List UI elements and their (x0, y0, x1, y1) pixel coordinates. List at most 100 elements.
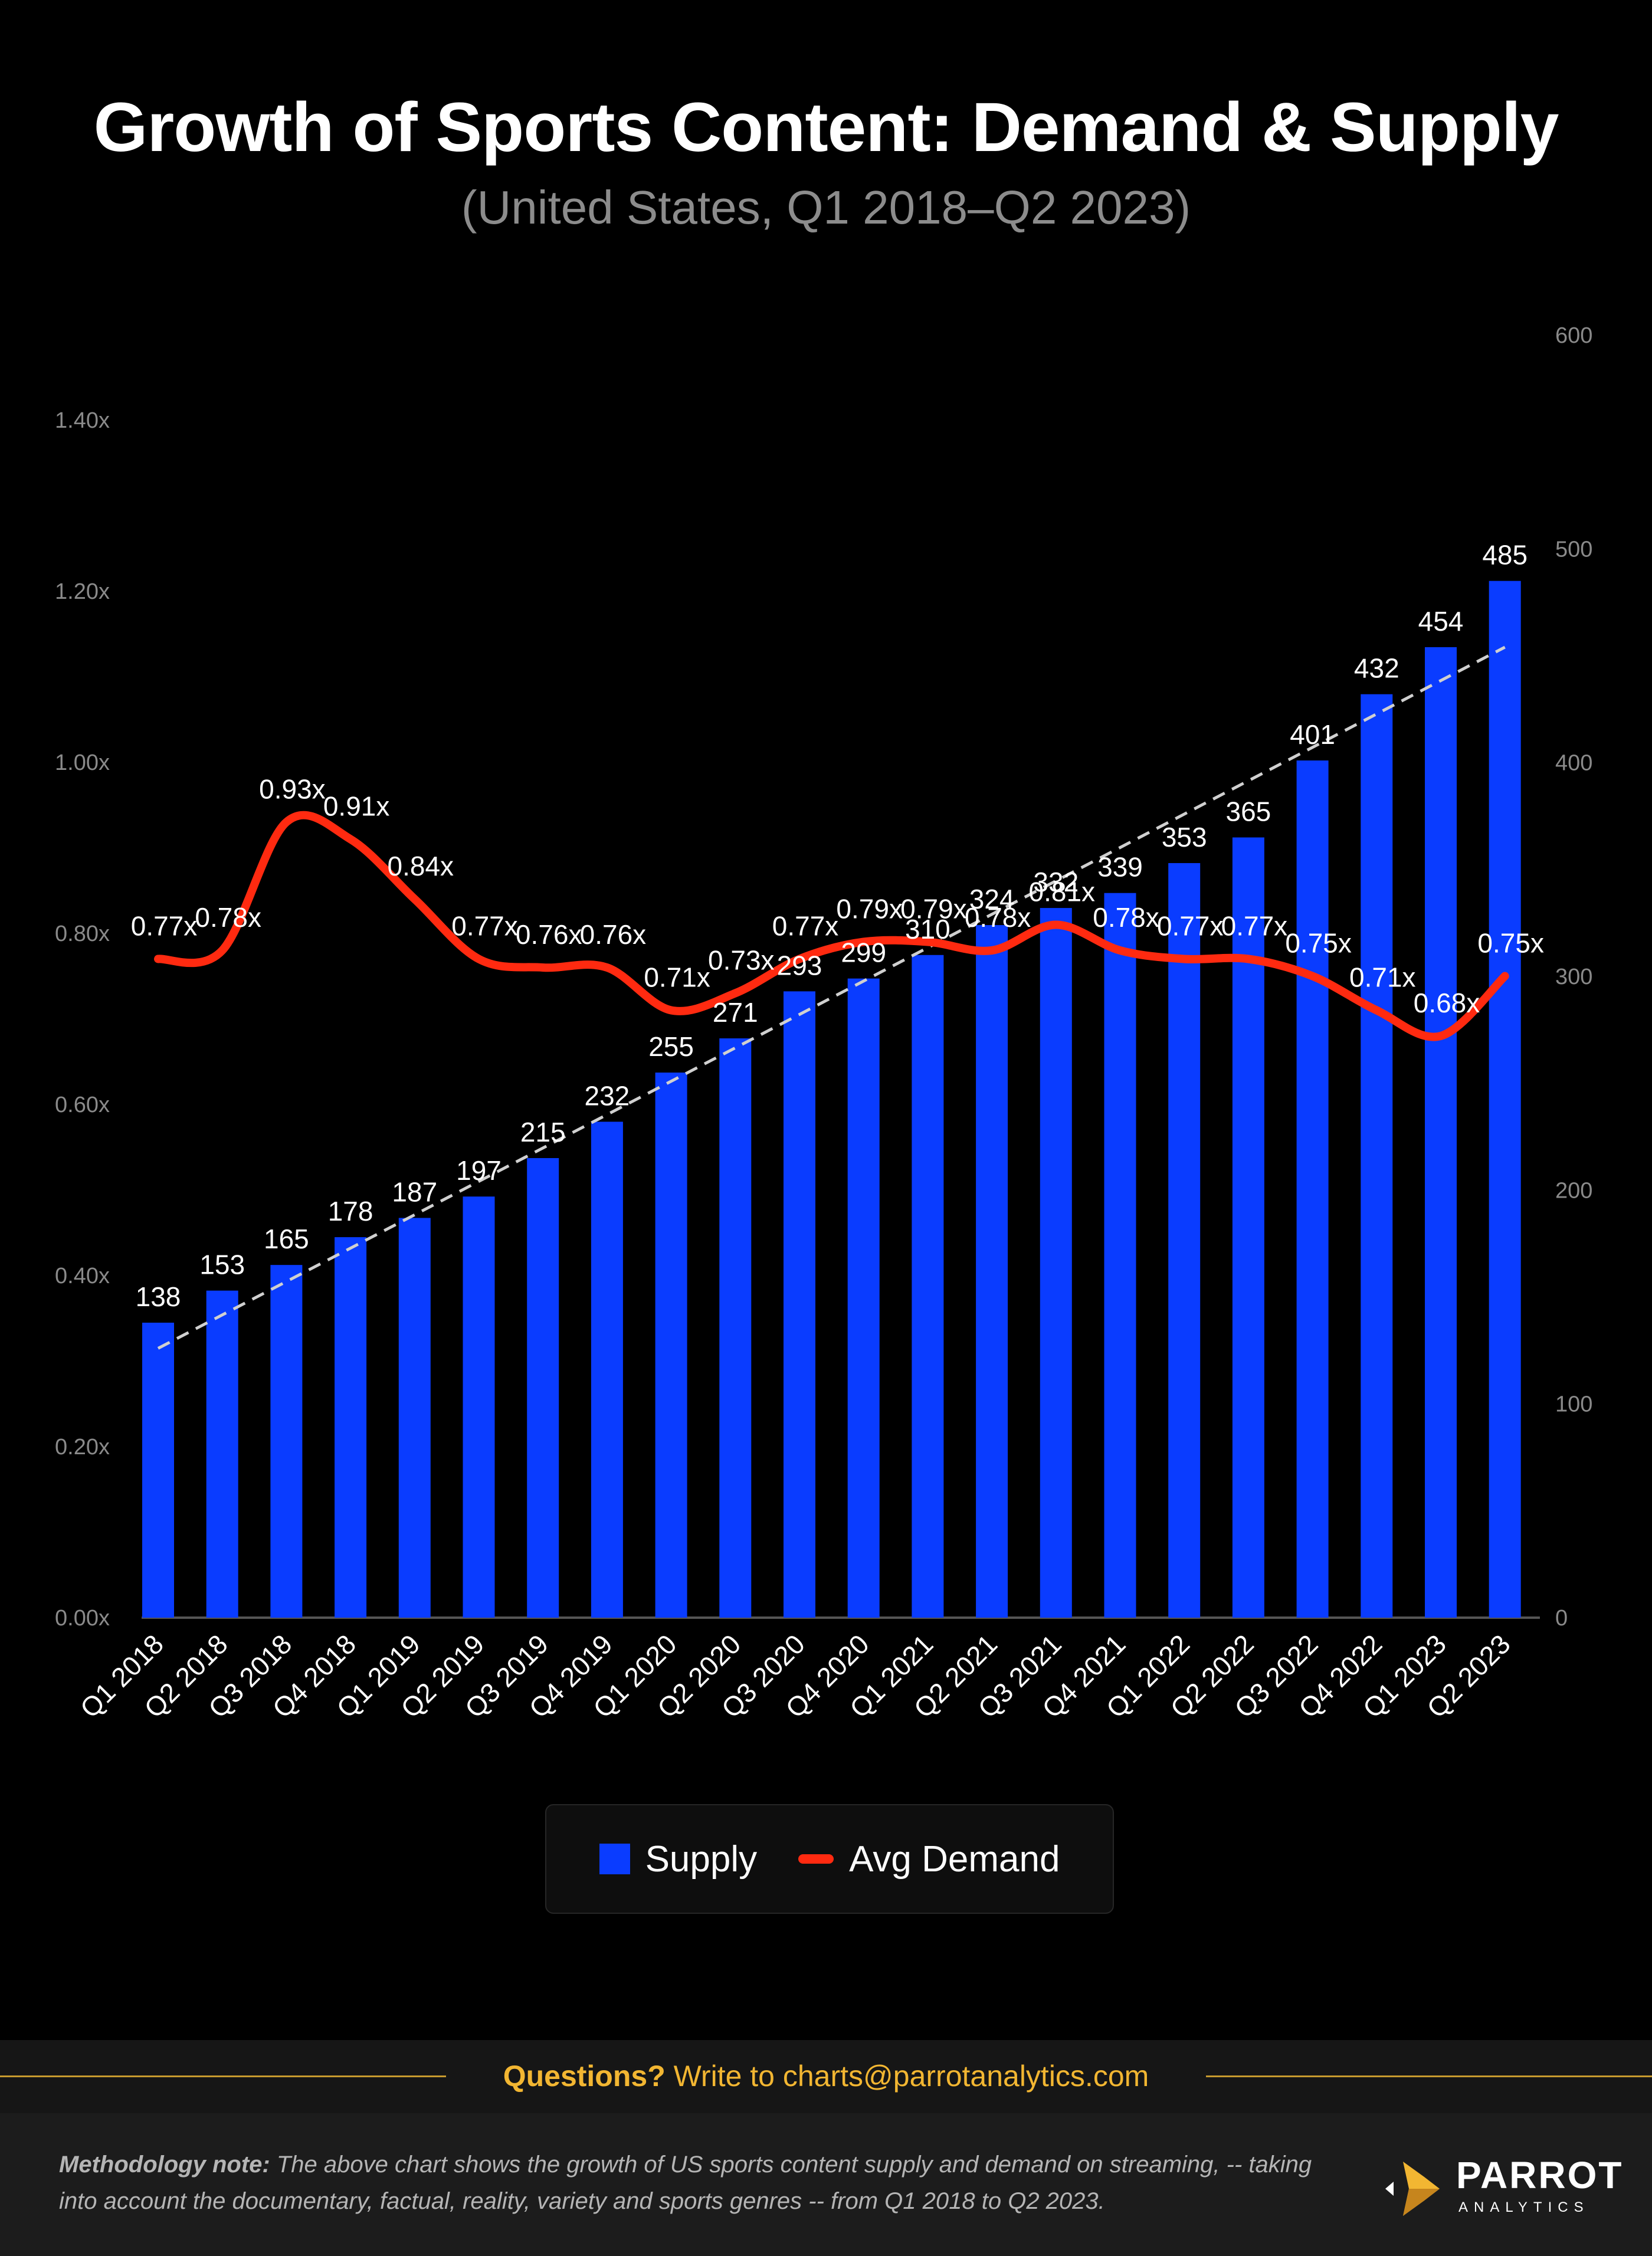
supply-bar (463, 1196, 495, 1618)
supply-bar (1361, 694, 1393, 1618)
supply-bar (270, 1265, 303, 1618)
questions-email-text[interactable]: Write to charts@parrotanalytics.com (665, 2060, 1149, 2093)
supply-value-label: 153 (199, 1250, 245, 1280)
demand-value-label: 0.76x (516, 919, 582, 950)
supply-bar (398, 1218, 431, 1618)
methodology-note: Methodology note: The above chart shows … (59, 2146, 1328, 2219)
demand-value-label: 0.93x (259, 774, 326, 805)
supply-bar (1040, 908, 1072, 1618)
supply-bar (591, 1122, 623, 1618)
supply-value-label: 271 (713, 997, 758, 1028)
supply-bar (976, 925, 1008, 1618)
supply-bar (719, 1038, 752, 1618)
logo-name: PARROT (1456, 2154, 1624, 2196)
legend-swatch-supply (599, 1844, 630, 1874)
supply-bar (655, 1073, 687, 1618)
demand-value-label: 0.75x (1285, 928, 1352, 959)
supply-value-label: 353 (1162, 822, 1207, 852)
supply-bar (912, 955, 944, 1618)
supply-value-label: 232 (585, 1080, 630, 1111)
avg-demand-line (154, 811, 1509, 1041)
supply-value-label: 310 (905, 914, 950, 945)
supply-value-label: 365 (1226, 796, 1271, 827)
legend-label-avg-demand: Avg Demand (849, 1838, 1060, 1880)
demand-value-label: 0.68x (1414, 988, 1480, 1018)
demand-value-label: 0.77x (1221, 911, 1288, 942)
methodology-text: The above chart shows the growth of US s… (59, 2152, 1312, 2214)
y-axis-left: 0.00x 0.20x 0.40x 0.60x 0.80x 1.00x 1.20x 1.40x (55, 408, 110, 1631)
y-right-tick-label: 0 (1555, 1606, 1568, 1631)
parrot-logo-icon (1385, 2162, 1440, 2216)
y-right-tick-label: 400 (1555, 751, 1592, 776)
demand-value-label: 0.81x (1029, 877, 1096, 907)
supply-value-label: 485 (1482, 540, 1528, 570)
demand-value-label: 0.77x (1157, 911, 1224, 942)
demand-value-label: 0.71x (644, 962, 710, 993)
y-right-tick-label: 100 (1555, 1392, 1592, 1417)
methodology-band: Methodology note: The above chart shows … (0, 2113, 1652, 2256)
demand-value-label: 0.77x (451, 911, 518, 942)
demand-value-label: 0.91x (323, 791, 390, 822)
supply-value-label: 332 (1033, 867, 1079, 897)
supply-bar (527, 1157, 559, 1618)
y-left-tick-label: 0.00x (55, 1606, 110, 1631)
supply-bars (142, 581, 1521, 1618)
legend-label-supply: Supply (645, 1838, 758, 1880)
supply-value-label: 432 (1354, 653, 1399, 684)
demand-value-label: 0.71x (1349, 962, 1416, 993)
supply-value-label: 197 (456, 1155, 502, 1186)
supply-bar (335, 1237, 367, 1618)
supply-value-label: 187 (392, 1176, 437, 1207)
supply-value-label: 255 (648, 1031, 694, 1062)
supply-bar (206, 1290, 238, 1618)
supply-value-label: 339 (1097, 852, 1143, 883)
demand-value-labels: 0.77x0.78x0.93x0.91x0.84x0.77x0.76x0.76x… (131, 774, 1544, 1019)
supply-bar (784, 991, 815, 1618)
demand-value-label: 0.78x (965, 902, 1031, 933)
supply-bar (1296, 760, 1329, 1618)
chart-svg: 0.00x 0.20x 0.40x 0.60x 0.80x 1.00x 1.20x 1.40x… (55, 323, 1592, 1724)
supply-bar (847, 978, 880, 1618)
demand-value-label: 0.84x (388, 851, 454, 881)
supply-value-label: 299 (841, 937, 886, 968)
demand-value-label: 0.77x (772, 911, 839, 942)
demand-value-label: 0.79x (836, 894, 903, 924)
legend: Supply Avg Demand (545, 1804, 1114, 1914)
supply-value-label: 178 (328, 1196, 373, 1227)
y-left-tick-label: 0.60x (55, 1093, 110, 1117)
demand-value-label: 0.75x (1477, 928, 1544, 959)
demand-value-label: 0.77x (131, 911, 198, 942)
demand-value-label: 0.78x (1093, 902, 1159, 933)
parrot-analytics-logo: PARROT ANALYTICS (1385, 2153, 1621, 2224)
legend-item-supply: Supply (599, 1838, 758, 1880)
logo-sub: ANALYTICS (1458, 2199, 1589, 2215)
supply-bar (1104, 893, 1136, 1618)
supply-value-label: 324 (969, 884, 1015, 914)
y-axis-right: 0 100 200 300 400 500 600 (1555, 323, 1592, 1631)
questions-band: Questions? Write to charts@parrotanalyti… (0, 2040, 1652, 2113)
divider-left (0, 2075, 446, 2077)
supply-bar (142, 1322, 174, 1618)
y-right-tick-label: 500 (1555, 537, 1592, 562)
y-right-tick-label: 300 (1555, 965, 1592, 989)
y-left-tick-label: 1.00x (55, 750, 110, 775)
y-right-tick-label: 600 (1555, 323, 1592, 348)
legend-swatch-avg-demand (798, 1854, 834, 1864)
supply-trendline (157, 645, 1506, 1350)
y-left-tick-label: 0.40x (55, 1264, 110, 1288)
questions-text: Questions? Write to charts@parrotanalyti… (0, 2059, 1652, 2093)
supply-value-label: 215 (520, 1117, 566, 1147)
y-left-tick-label: 0.80x (55, 922, 110, 946)
supply-bar (1489, 581, 1521, 1618)
y-left-tick-label: 0.20x (55, 1435, 110, 1460)
chart-title: Growth of Sports Content: Demand & Suppl… (93, 88, 1559, 166)
demand-value-label: 0.76x (580, 919, 647, 950)
y-left-tick-label: 1.40x (55, 408, 110, 433)
bar-value-labels: 138 153 165 178 187 197 215 232 255 271 293 299 310 3… (136, 540, 1528, 1312)
chart-subtitle: (United States, Q1 2018–Q2 2023) (461, 181, 1191, 234)
methodology-label: Methodology note: (59, 2152, 270, 2178)
supply-value-label: 138 (136, 1281, 181, 1312)
supply-value-label: 401 (1290, 719, 1335, 750)
demand-value-label: 0.73x (708, 945, 775, 976)
